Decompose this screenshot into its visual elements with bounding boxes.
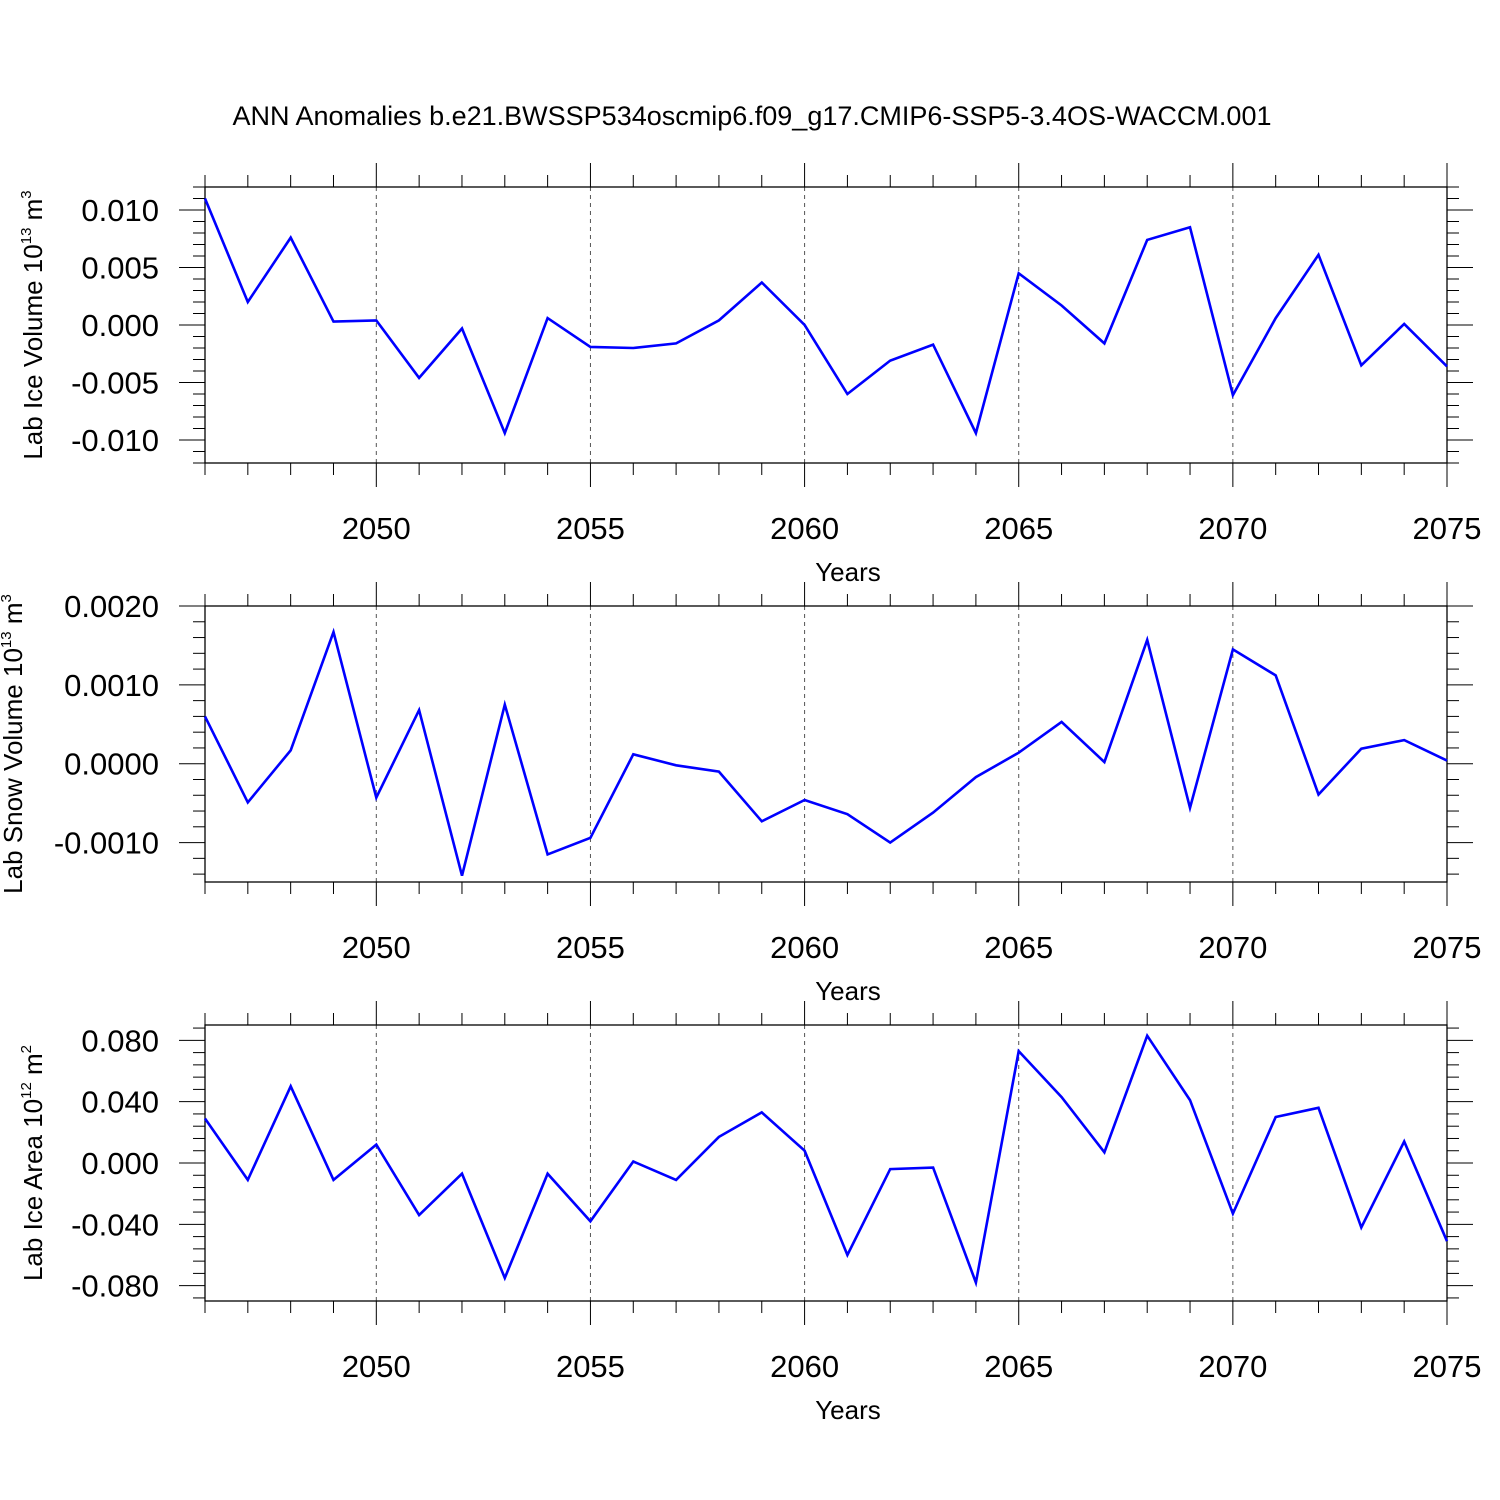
plot-frame — [204, 605, 1448, 883]
y-tick-label: -0.005 — [71, 366, 159, 401]
x-axis-label: Years — [815, 976, 881, 1006]
y-tick-label: 0.000 — [81, 1146, 159, 1181]
series-line — [203, 627, 1448, 877]
y-tick-label: -0.080 — [71, 1269, 159, 1304]
y-axis-label: Lab Snow Volume 1013 m3 — [0, 594, 28, 894]
y-tick-label: 0.0010 — [64, 668, 159, 703]
plot-frame — [204, 1024, 1448, 1302]
series-line — [203, 198, 1448, 437]
y-tick-label: 0.040 — [81, 1085, 159, 1120]
x-tick-label: 2060 — [770, 930, 839, 965]
x-tick-label: 2050 — [342, 930, 411, 965]
y-tick-label: 0.000 — [81, 308, 159, 343]
y-axis-label: Lab Ice Volume 1013 m3 — [18, 190, 48, 459]
y-tick-label: -0.040 — [71, 1207, 159, 1242]
y-tick-label: 0.005 — [81, 251, 159, 286]
x-tick-label: 2070 — [1198, 1349, 1267, 1384]
x-tick-label: 2060 — [770, 1349, 839, 1384]
chart-panel-3: 0.080 0.040 0.000 -0.040 -0.080 2050 2055 2060 2… — [18, 1001, 1481, 1425]
y-axis-label: Lab Ice Area 1012 m2 — [18, 1045, 48, 1281]
x-tick-label: 2065 — [984, 511, 1053, 546]
x-tick-label: 2050 — [342, 511, 411, 546]
y-tick-label: -0.0010 — [54, 826, 159, 861]
x-axis-label: Years — [815, 1395, 881, 1425]
x-tick-label: 2065 — [984, 1349, 1053, 1384]
y-tick-label: 0.010 — [81, 193, 159, 228]
plot-frame — [204, 186, 1448, 464]
y-tick-label: 0.0020 — [64, 589, 159, 624]
x-tick-label: 2075 — [1413, 511, 1482, 546]
chart-panel-2: 0.0020 0.0010 0.0000 -0.0010 2050 2055 2060 206… — [0, 582, 1481, 1006]
chart-title: ANN Anomalies b.e21.BWSSP534oscmip6.f09_… — [233, 101, 1272, 131]
x-axis-label: Years — [815, 557, 881, 587]
chart-panel-1: 0.010 0.005 0.000 -0.005 -0.010 2050 2055 2060 2… — [18, 163, 1481, 587]
x-tick-label: 2050 — [342, 1349, 411, 1384]
x-tick-label: 2055 — [556, 511, 625, 546]
x-tick-label: 2070 — [1198, 930, 1267, 965]
x-tick-label: 2065 — [984, 930, 1053, 965]
x-tick-label: 2075 — [1413, 930, 1482, 965]
y-tick-label: -0.010 — [71, 423, 159, 458]
y-tick-label: 0.080 — [81, 1023, 159, 1058]
x-tick-label: 2055 — [556, 1349, 625, 1384]
x-tick-label: 2075 — [1413, 1349, 1482, 1384]
x-tick-label: 2060 — [770, 511, 839, 546]
series-line — [203, 1032, 1449, 1288]
x-tick-label: 2055 — [556, 930, 625, 965]
y-tick-label: 0.0000 — [64, 747, 159, 782]
x-tick-label: 2070 — [1198, 511, 1267, 546]
